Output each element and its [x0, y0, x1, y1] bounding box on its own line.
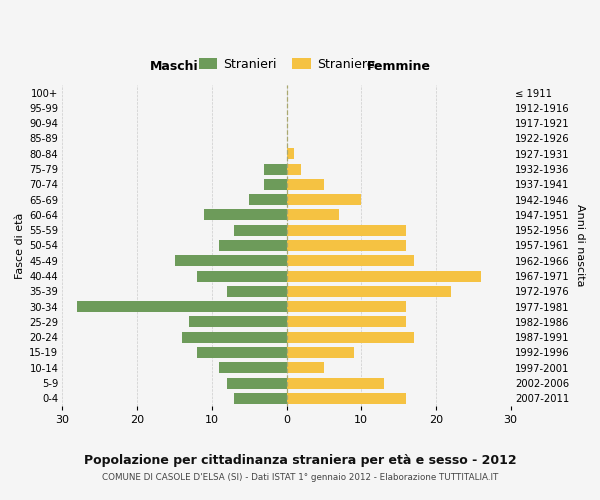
- Bar: [190, 316, 287, 328]
- Bar: [287, 164, 301, 174]
- Bar: [287, 224, 406, 235]
- Bar: [287, 240, 406, 251]
- Y-axis label: Anni di nascita: Anni di nascita: [575, 204, 585, 286]
- Text: Popolazione per cittadinanza straniera per età e sesso - 2012: Popolazione per cittadinanza straniera p…: [83, 454, 517, 467]
- Bar: [287, 286, 451, 297]
- Bar: [287, 301, 406, 312]
- Bar: [287, 270, 481, 281]
- Y-axis label: Fasce di età: Fasce di età: [15, 212, 25, 278]
- Bar: [182, 332, 287, 342]
- Bar: [287, 362, 324, 374]
- Bar: [287, 179, 324, 190]
- Bar: [264, 164, 287, 174]
- Bar: [205, 210, 287, 220]
- Bar: [287, 210, 339, 220]
- Bar: [234, 393, 287, 404]
- Bar: [234, 224, 287, 235]
- Bar: [249, 194, 287, 205]
- Bar: [287, 148, 294, 159]
- Bar: [287, 347, 354, 358]
- Bar: [287, 393, 406, 404]
- Text: Maschi: Maschi: [150, 60, 199, 72]
- Bar: [264, 179, 287, 190]
- Bar: [227, 378, 287, 388]
- Bar: [77, 301, 287, 312]
- Bar: [197, 347, 287, 358]
- Bar: [220, 240, 287, 251]
- Bar: [287, 255, 413, 266]
- Bar: [287, 316, 406, 328]
- Text: Femmine: Femmine: [367, 60, 431, 72]
- Bar: [287, 194, 361, 205]
- Bar: [227, 286, 287, 297]
- Bar: [287, 332, 413, 342]
- Text: COMUNE DI CASOLE D'ELSA (SI) - Dati ISTAT 1° gennaio 2012 - Elaborazione TUTTITA: COMUNE DI CASOLE D'ELSA (SI) - Dati ISTA…: [102, 472, 498, 482]
- Legend: Stranieri, Straniere: Stranieri, Straniere: [194, 52, 380, 76]
- Bar: [197, 270, 287, 281]
- Bar: [175, 255, 287, 266]
- Bar: [220, 362, 287, 374]
- Bar: [287, 378, 383, 388]
